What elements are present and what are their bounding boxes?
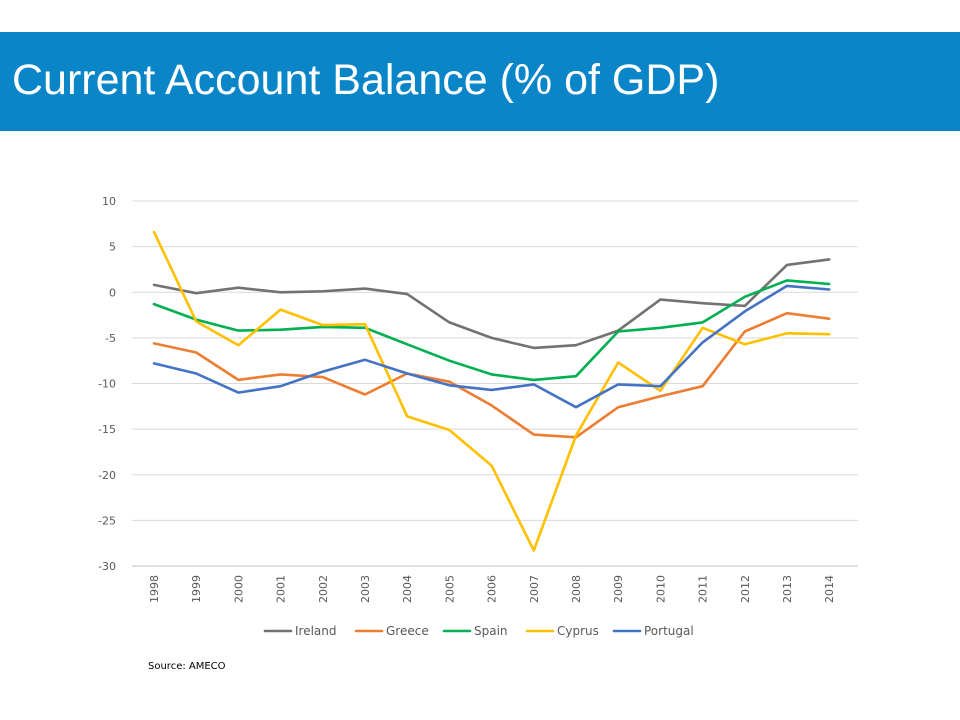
- x-tick-label: 2004: [401, 575, 414, 603]
- legend-label-portugal: Portugal: [644, 624, 694, 638]
- legend-label-greece: Greece: [386, 624, 429, 638]
- x-tick-label: 2009: [612, 575, 625, 603]
- legend-label-cyprus: Cyprus: [557, 624, 599, 638]
- x-tick-label: 2013: [781, 575, 794, 603]
- y-tick-label: -20: [98, 469, 116, 482]
- y-tick-label: -25: [98, 514, 116, 527]
- x-tick-label: 2001: [275, 575, 288, 603]
- x-tick-label: 2012: [739, 575, 752, 603]
- y-axis-tick-labels: 10 5 0 -5 -10 -15 -20 -25 -30: [98, 195, 116, 573]
- y-tick-label: 5: [109, 241, 116, 254]
- title-banner: Current Account Balance (% of GDP): [0, 32, 960, 131]
- source-note: Source: AMECO: [148, 661, 226, 672]
- x-tick-label: 2010: [654, 575, 667, 603]
- legend-label-ireland: Ireland: [295, 624, 337, 638]
- x-tick-label: 2014: [823, 575, 836, 603]
- series-line-greece: [152, 311, 831, 439]
- x-axis-tick-labels: 1998 1999 2000 2001 2002 2003 2004 2005 2006 2007…: [148, 575, 836, 603]
- slide-title: Current Account Balance (% of GDP): [12, 56, 720, 104]
- x-tick-label: 2002: [317, 575, 330, 603]
- series-line-spain: [152, 279, 831, 382]
- gridlines: [132, 200, 858, 567]
- y-tick-label: -10: [98, 378, 116, 391]
- x-tick-label: 2008: [570, 575, 583, 603]
- series-line-portugal: [152, 284, 831, 409]
- legend-label-spain: Spain: [474, 624, 508, 638]
- x-tick-label: 2006: [486, 575, 499, 603]
- x-tick-label: 2007: [528, 575, 541, 603]
- series-lines: [152, 230, 831, 552]
- y-tick-label: -15: [98, 423, 116, 436]
- series-line-ireland: [152, 258, 831, 350]
- y-tick-label: -30: [98, 560, 116, 573]
- x-tick-label: 2000: [232, 575, 245, 603]
- x-tick-label: 2005: [443, 575, 456, 603]
- x-tick-label: 2011: [697, 575, 710, 603]
- legend: Ireland Greece Spain Cyprus Portugal: [263, 624, 694, 638]
- x-tick-label: 1998: [148, 575, 161, 603]
- x-tick-label: 2003: [359, 575, 372, 603]
- x-tick-label: 1999: [190, 575, 203, 603]
- y-tick-label: -5: [105, 332, 116, 345]
- y-tick-label: 0: [109, 286, 116, 299]
- y-tick-label: 10: [102, 195, 116, 208]
